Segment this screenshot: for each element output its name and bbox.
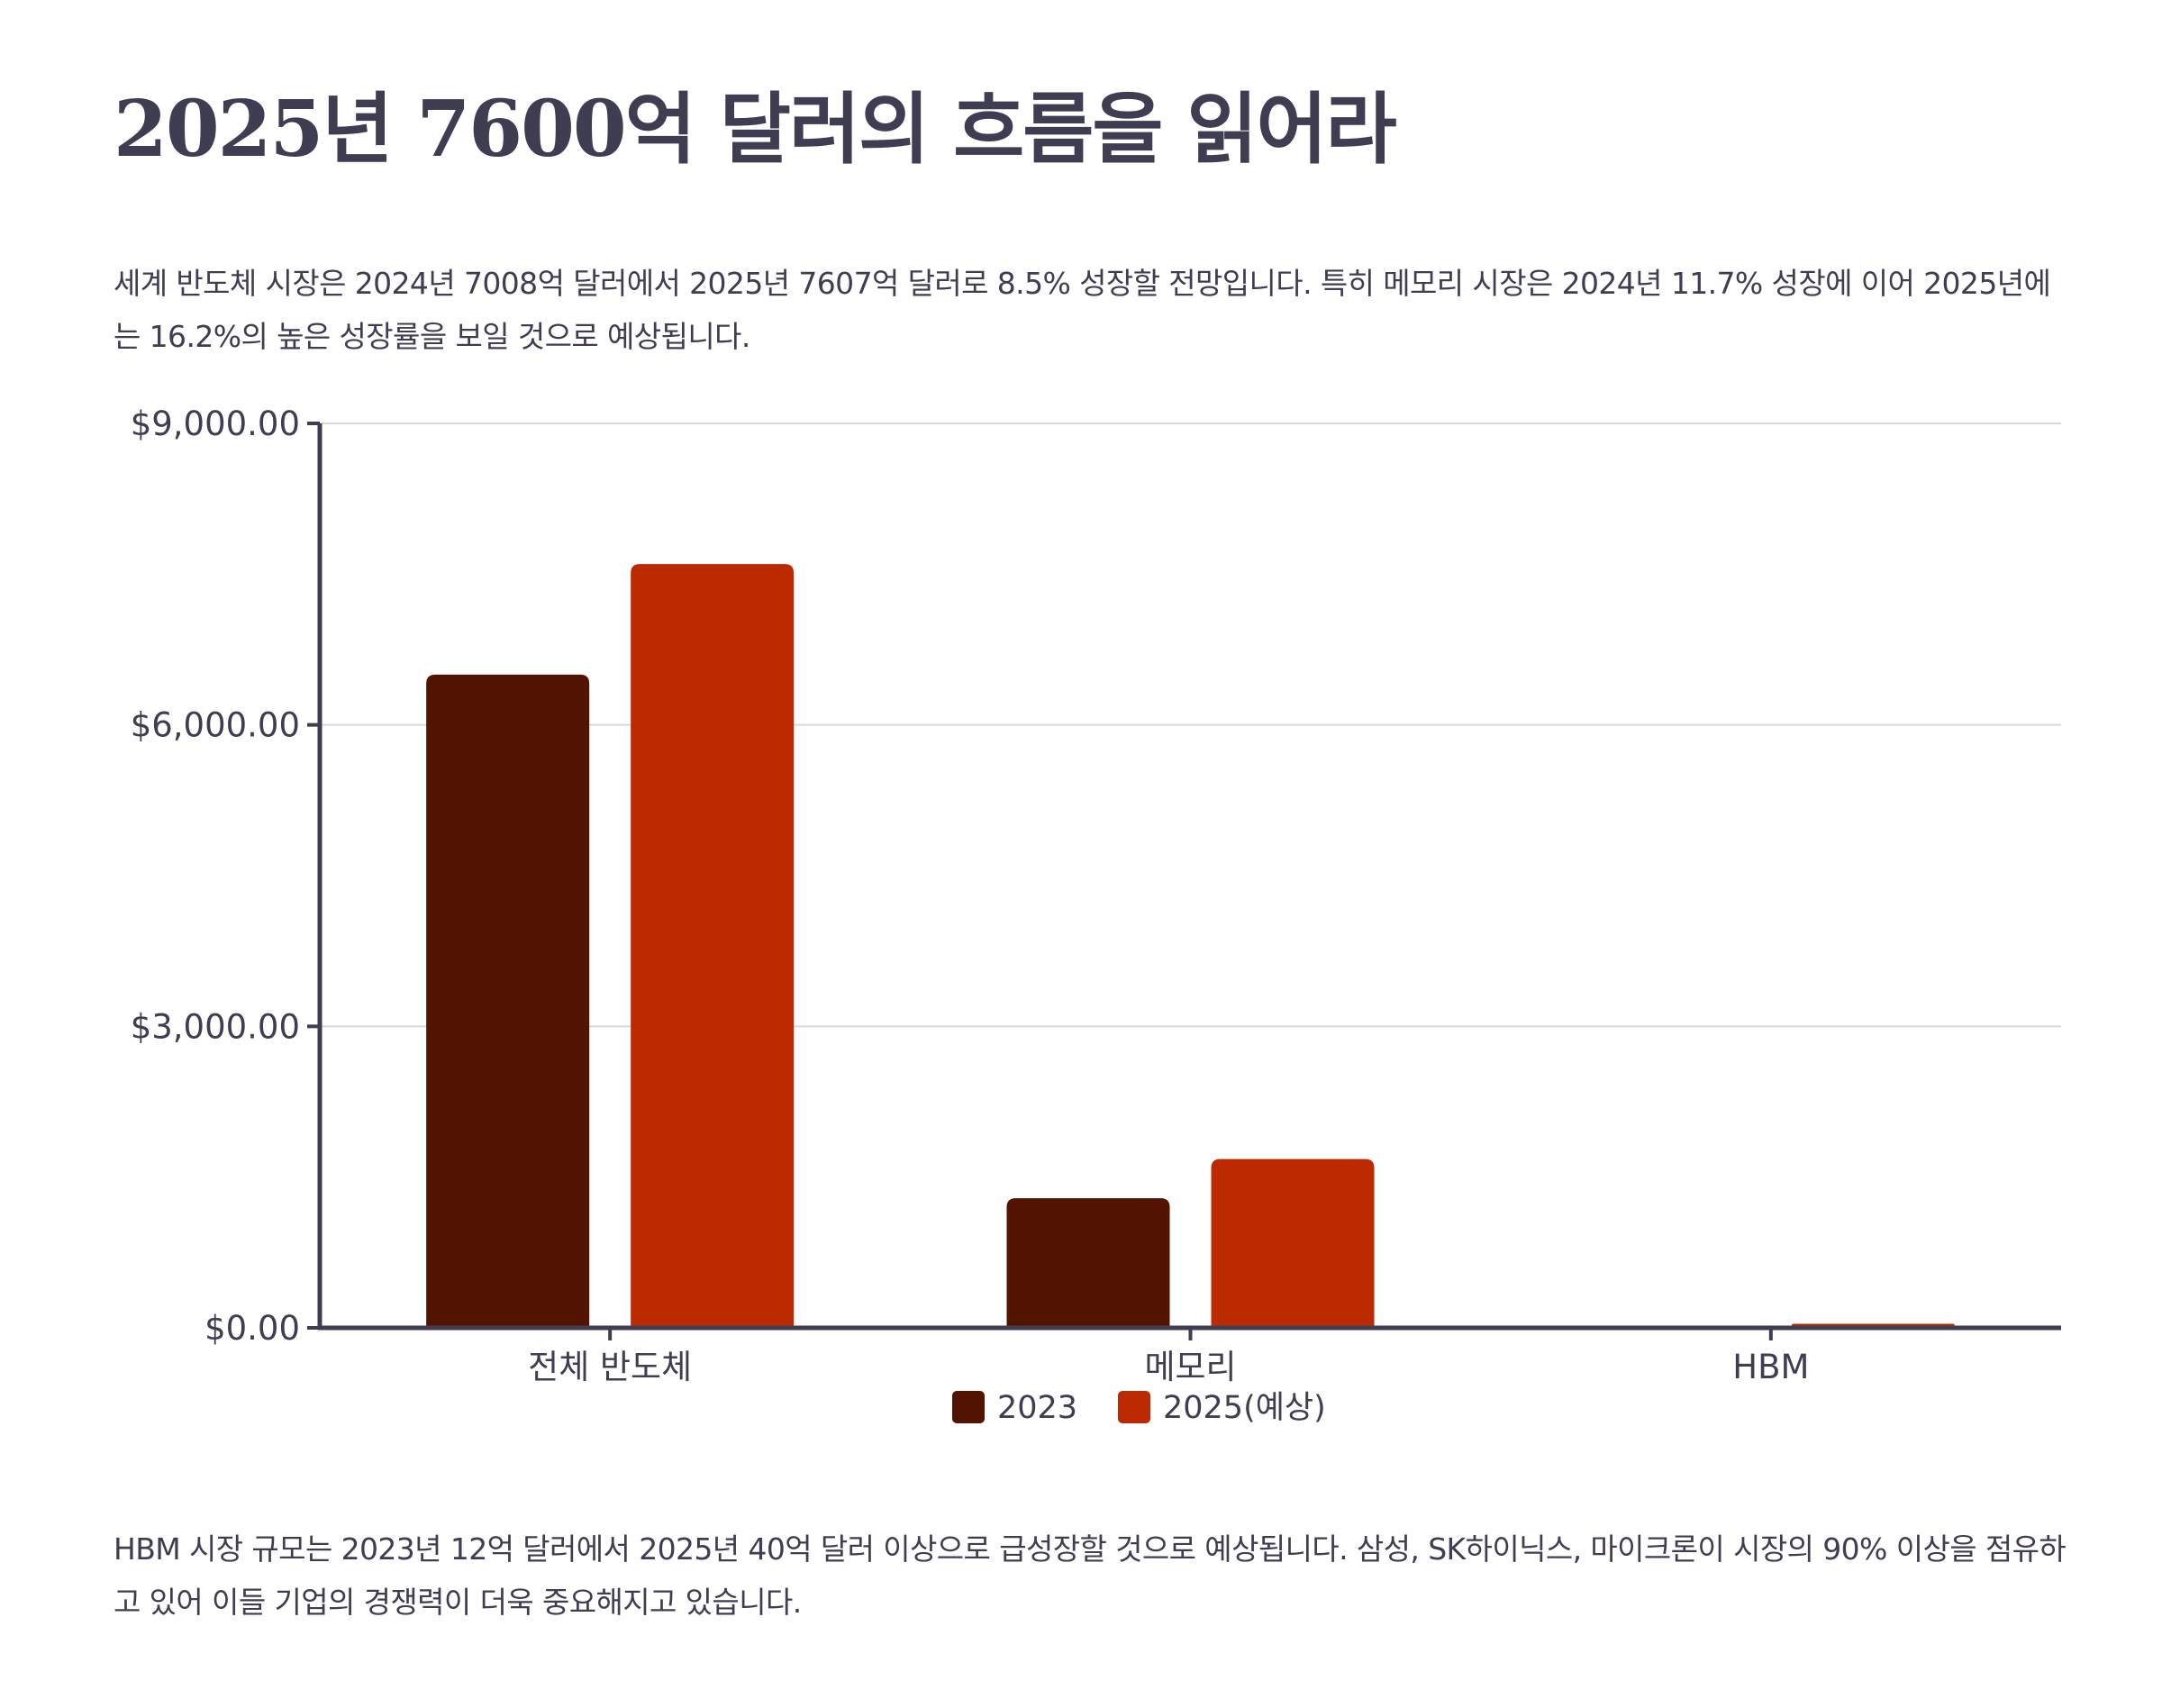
grid-lines <box>320 422 2061 1028</box>
y-tick-label: $3,000.00 <box>131 1007 300 1046</box>
x-tick-label: 전체 반도체 <box>528 1348 692 1386</box>
x-tick-label: 메모리 <box>1144 1348 1236 1386</box>
bar <box>631 564 795 1328</box>
y-tick-label: $6,000.00 <box>131 706 300 745</box>
bar <box>426 674 590 1328</box>
legend-swatch <box>952 1391 985 1423</box>
page-title: 2025년 7600억 달러의 흐름을 읽어라 <box>114 84 1397 175</box>
legend: 2023 2025(예상) <box>952 1390 1326 1426</box>
bar <box>1211 1158 1375 1328</box>
bars <box>426 564 1955 1328</box>
legend-label: 2025(예상) <box>1163 1390 1326 1426</box>
intro-paragraph: 세계 반도체 시장은 2024년 7008억 달러에서 2025년 7607억 … <box>114 266 2051 354</box>
legend-label: 2023 <box>997 1390 1077 1426</box>
y-tick-label: $9,000.00 <box>131 404 300 443</box>
x-tick-label: HBM <box>1732 1348 1809 1386</box>
axes: $0.00 $3,000.00 $6,000.00 $9,000.00 전체 반도체 메모… <box>131 404 2061 1386</box>
bar <box>1006 1198 1170 1328</box>
y-tick-label: $0.00 <box>204 1309 300 1348</box>
legend-swatch <box>1118 1391 1150 1423</box>
outro-paragraph: HBM 시장 규모는 2023년 12억 달러에서 2025년 40억 달러 이… <box>114 1531 2067 1620</box>
